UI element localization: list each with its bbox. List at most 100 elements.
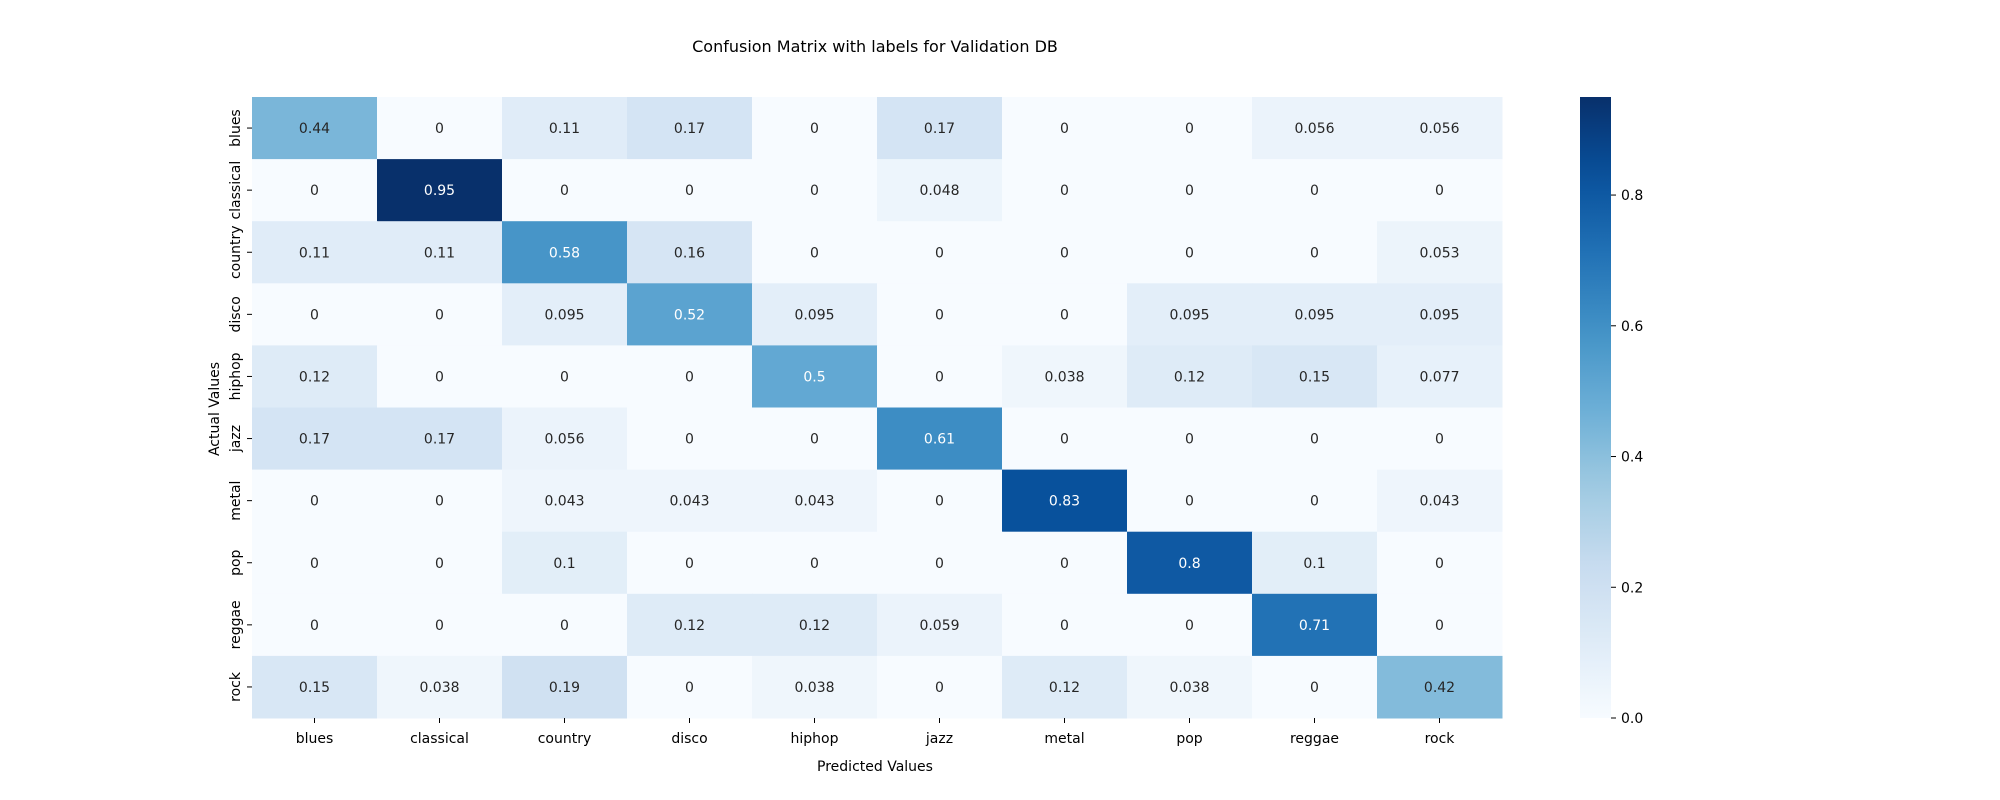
heatmap-cell — [1002, 221, 1128, 284]
cell-value-label: 0.11 — [549, 121, 580, 137]
heatmap-cell — [752, 593, 878, 657]
cell-value-label: 0.17 — [674, 121, 705, 137]
heatmap-cell — [877, 593, 1003, 657]
cell-value-label: 0 — [1310, 494, 1319, 510]
heatmap-cell — [252, 655, 378, 719]
heatmap-cell — [1002, 283, 1128, 346]
heatmap-cell — [502, 407, 628, 471]
heatmap-cell — [1252, 407, 1378, 471]
cell-value-label: 0 — [685, 369, 694, 385]
heatmap-cell — [1252, 469, 1378, 533]
heatmap-cell — [877, 97, 1003, 160]
heatmap-cell — [1127, 221, 1253, 284]
cell-value-label: 0 — [1435, 556, 1444, 572]
x-tick-label: metal — [1044, 731, 1084, 747]
cell-value-label: 0.8 — [1178, 556, 1200, 572]
heatmap-cell — [627, 655, 753, 719]
heatmap-cell — [627, 97, 753, 160]
cell-value-label: 0.043 — [794, 494, 834, 510]
heatmap-cell — [377, 221, 503, 284]
heatmap-cell — [877, 283, 1003, 346]
heatmap-cell — [1252, 531, 1378, 595]
heatmap-cell — [752, 469, 878, 533]
heatmap-cell — [877, 655, 1003, 719]
y-axis-label: Actual Values — [207, 362, 223, 456]
heatmap-cell — [1252, 97, 1378, 160]
y-tick-label: jazz — [228, 425, 244, 453]
heatmap-cell — [1377, 159, 1503, 222]
heatmap-cell — [252, 407, 378, 471]
cell-value-label: 0.056 — [1419, 121, 1459, 137]
cell-value-label: 0 — [1060, 556, 1069, 572]
heatmap-cell — [377, 531, 503, 595]
heatmap-cell — [377, 345, 503, 408]
heatmap-cell — [502, 531, 628, 595]
cell-value-label: 0.58 — [549, 245, 580, 261]
colorbar-tick-label: 0.4 — [1621, 450, 1643, 466]
heatmap-cell — [877, 469, 1003, 533]
heatmap-cell — [1002, 469, 1128, 533]
heatmap-cell — [252, 97, 378, 160]
heatmap-cell — [502, 221, 628, 284]
heatmap-cell — [627, 221, 753, 284]
cell-value-label: 0 — [810, 245, 819, 261]
cell-value-label: 0 — [1060, 618, 1069, 634]
cell-value-label: 0 — [1185, 183, 1194, 199]
cell-value-label: 0.12 — [1174, 369, 1205, 385]
cell-value-label: 0 — [685, 556, 694, 572]
cell-value-label: 0.038 — [794, 680, 834, 696]
colorbar — [1580, 97, 1611, 718]
heatmap-cells: 0.44 0 0.11 0.17 0 0.17 0 0 0.056 0.056 0 0.95 0 0 0 0.… — [252, 97, 1503, 719]
heatmap-cell — [502, 593, 628, 657]
x-tick-label: hiphop — [791, 731, 839, 747]
cell-value-label: 0.043 — [544, 494, 584, 510]
heatmap-cell — [627, 283, 753, 346]
cell-value-label: 0 — [310, 307, 319, 323]
heatmap-cell — [1002, 159, 1128, 222]
heatmap-cell — [377, 97, 503, 160]
heatmap-cell — [1002, 345, 1128, 408]
heatmap-cell — [752, 655, 878, 719]
colorbar-tick-label: 0.8 — [1621, 188, 1643, 204]
heatmap-cell — [1377, 221, 1503, 284]
cell-value-label: 0.077 — [1419, 369, 1459, 385]
heatmap-cell — [752, 283, 878, 346]
cell-value-label: 0 — [435, 369, 444, 385]
cell-value-label: 0.11 — [299, 245, 330, 261]
cell-value-label: 0 — [935, 369, 944, 385]
cell-value-label: 0 — [1060, 307, 1069, 323]
cell-value-label: 0.12 — [1049, 680, 1080, 696]
heatmap-cell — [877, 531, 1003, 595]
heatmap-cell — [1002, 531, 1128, 595]
cell-value-label: 0 — [685, 432, 694, 448]
y-tick-label: blues — [228, 109, 244, 147]
heatmap-cell — [877, 345, 1003, 408]
heatmap-cell — [627, 531, 753, 595]
cell-value-label: 0 — [1185, 121, 1194, 137]
cell-value-label: 0 — [1060, 183, 1069, 199]
x-tick-label: disco — [671, 731, 707, 747]
heatmap-cell — [502, 283, 628, 346]
heatmap-cell — [877, 159, 1003, 222]
y-tick-label: metal — [228, 481, 244, 521]
cell-value-label: 0 — [1185, 432, 1194, 448]
heatmap-cell — [627, 159, 753, 222]
heatmap-cell — [1127, 593, 1253, 657]
heatmap-cell — [502, 97, 628, 160]
cell-value-label: 0.17 — [924, 121, 955, 137]
x-tick-label: reggae — [1290, 731, 1339, 747]
heatmap-cell — [1127, 469, 1253, 533]
heatmap-cell — [1127, 345, 1253, 408]
cell-value-label: 0.5 — [803, 369, 825, 385]
heatmap-cell — [1127, 97, 1253, 160]
heatmap-cell — [502, 345, 628, 408]
cell-value-label: 0 — [435, 307, 444, 323]
heatmap-cell — [1377, 283, 1503, 346]
x-tick-label: pop — [1176, 731, 1202, 747]
heatmap-cell — [1377, 655, 1503, 719]
heatmap-cell — [1377, 345, 1503, 408]
colorbar-tick-label: 0.0 — [1621, 711, 1643, 727]
heatmap-cell — [877, 221, 1003, 284]
x-tick-label: classical — [410, 731, 469, 747]
heatmap-cell — [1377, 407, 1503, 471]
